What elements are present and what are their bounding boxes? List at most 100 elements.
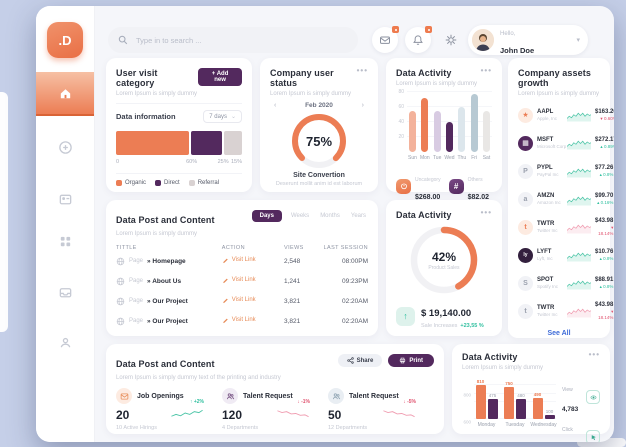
sidebar-item-profile[interactable] — [57, 334, 73, 350]
stat-delta: -5% — [403, 399, 416, 405]
settings-button[interactable] — [438, 27, 464, 53]
print-button[interactable]: Print — [388, 354, 434, 367]
more-menu-icon[interactable] — [481, 210, 492, 215]
stock-sparkline — [567, 308, 591, 317]
more-menu-icon[interactable] — [481, 68, 492, 73]
stock-icon: P — [518, 163, 533, 179]
user-name: John Doe — [500, 46, 535, 55]
tab-weeks[interactable]: Weeks — [290, 213, 310, 219]
sidebar-item-home[interactable] — [36, 72, 94, 116]
sidebar-item-add[interactable] — [57, 139, 73, 155]
user-icon — [60, 337, 70, 347]
row-session: 02:20AM — [341, 317, 368, 325]
visit-link[interactable]: Visit Link — [222, 277, 256, 284]
sale-amount: $ 19,140.00 — [421, 308, 472, 319]
table-header: TITTLE ACTION VIEWS LAST SESSION — [116, 245, 368, 251]
card-title: Company user status — [270, 68, 334, 88]
company-user-status-card: Company user status Lorem Ipsum is simpl… — [260, 58, 378, 192]
views-stat: View 4,783 — [562, 377, 600, 417]
stock-symbol: AAPL — [537, 109, 554, 115]
stock-price: $10.76 — [595, 248, 614, 255]
bell-icon — [413, 35, 423, 45]
add-new-button[interactable]: + Add new — [198, 68, 242, 86]
sidebar-item-gallery[interactable] — [57, 191, 73, 207]
stat-sublabel: 12 Departments — [328, 425, 368, 431]
app-logo[interactable]: .D — [47, 22, 83, 58]
stock-sparkline — [567, 168, 591, 177]
donut-caption: Product Sales — [428, 264, 460, 271]
share-button[interactable]: Share — [337, 354, 383, 367]
sidebar-item-inbox[interactable] — [57, 284, 73, 300]
stat-label: Click — [562, 427, 573, 433]
stock-company: Apple, Inc — [537, 116, 558, 121]
card-subtitle: Lorem Ipsum is simply dummy text of the … — [116, 375, 281, 381]
sale-delta: +23,55 % — [460, 323, 484, 329]
talent-request-stat: Talent Request -5% 50 12 Departments — [328, 388, 434, 431]
stock-price: $77.26 — [595, 164, 614, 171]
more-menu-icon[interactable] — [357, 68, 368, 73]
user-menu[interactable]: Hello, John Doe ▾ — [468, 25, 588, 55]
stock-price: $99.70 — [595, 192, 614, 199]
see-all-link[interactable]: See All — [547, 330, 571, 337]
stock-symbol: TWTR — [537, 305, 555, 311]
globe-icon — [116, 257, 125, 265]
stock-price: $43.98 — [595, 302, 614, 308]
visit-stacked-bar-chart — [116, 131, 242, 155]
stock-change: 0.89% — [595, 144, 614, 150]
visit-link[interactable]: Visit Link — [222, 297, 256, 304]
period-tabs: Days Weeks Months Years — [251, 210, 368, 222]
stock-symbol: PYPL — [537, 165, 553, 171]
visit-bar-scale: 0 60% 25% 15% — [116, 159, 242, 165]
tab-days[interactable]: Days — [251, 210, 282, 222]
month-next-button[interactable]: › — [361, 102, 364, 109]
grouped-bar-chart: 0400600800 810475Monday750480Tuesday4901… — [462, 379, 556, 442]
printer-icon — [400, 357, 406, 364]
card-subtitle: Lorem Ipsum is simply dummy — [270, 91, 352, 97]
search-input[interactable] — [134, 34, 348, 46]
card-subtitle: Lorem Ipsum is simply dummy — [396, 81, 478, 87]
row-prefix: Page — [129, 298, 144, 304]
trend-arrow-icon — [611, 225, 613, 230]
messages-button[interactable] — [372, 26, 399, 53]
stock-change: 18.14% — [595, 309, 613, 320]
avatar-illustration — [472, 29, 494, 51]
inbox-icon — [59, 287, 71, 297]
chevron-down-icon[interactable]: ▾ — [576, 37, 580, 44]
more-menu-icon[interactable] — [589, 352, 600, 357]
stock-icon: ly — [518, 247, 533, 263]
trend-arrow-icon — [600, 284, 604, 289]
legend-swatch-organic — [116, 180, 122, 186]
stock-change: 18.14% — [595, 225, 613, 236]
notifications-badge — [425, 26, 432, 33]
gauge-percent: 75% — [305, 133, 333, 149]
notifications-button[interactable] — [405, 26, 432, 53]
sale-amount-label: Sale Increases — [421, 323, 458, 329]
trend-up-icon: ↑ — [396, 306, 415, 326]
range-select[interactable]: 7 days — [203, 110, 242, 123]
click-icon — [586, 430, 600, 442]
data-post-content-bottom-card: Data Post and Content Lorem Ipsum is sim… — [106, 344, 444, 434]
stock-company: PayPal Inc — [537, 172, 559, 177]
visit-link[interactable]: Visit Link — [222, 317, 256, 324]
tab-years[interactable]: Years — [350, 213, 366, 219]
messages-badge — [392, 26, 399, 33]
logo-text: .D — [58, 32, 72, 48]
visit-link[interactable]: Visit Link — [222, 257, 256, 264]
sidebar-item-apps[interactable] — [57, 233, 73, 249]
stock-symbol: AMZN — [537, 193, 555, 199]
data-activity-days-card: Data Activity Lorem Ipsum is simply dumm… — [452, 344, 610, 442]
column-title: TITTLE — [116, 245, 137, 251]
plus-circle-icon — [58, 140, 72, 154]
tab-months[interactable]: Months — [320, 213, 340, 219]
stock-change: 0.60% — [595, 116, 614, 122]
month-prev-button[interactable]: ‹ — [274, 102, 277, 109]
card-footnote: Deserunt mollit anim id est laborum — [275, 181, 363, 187]
